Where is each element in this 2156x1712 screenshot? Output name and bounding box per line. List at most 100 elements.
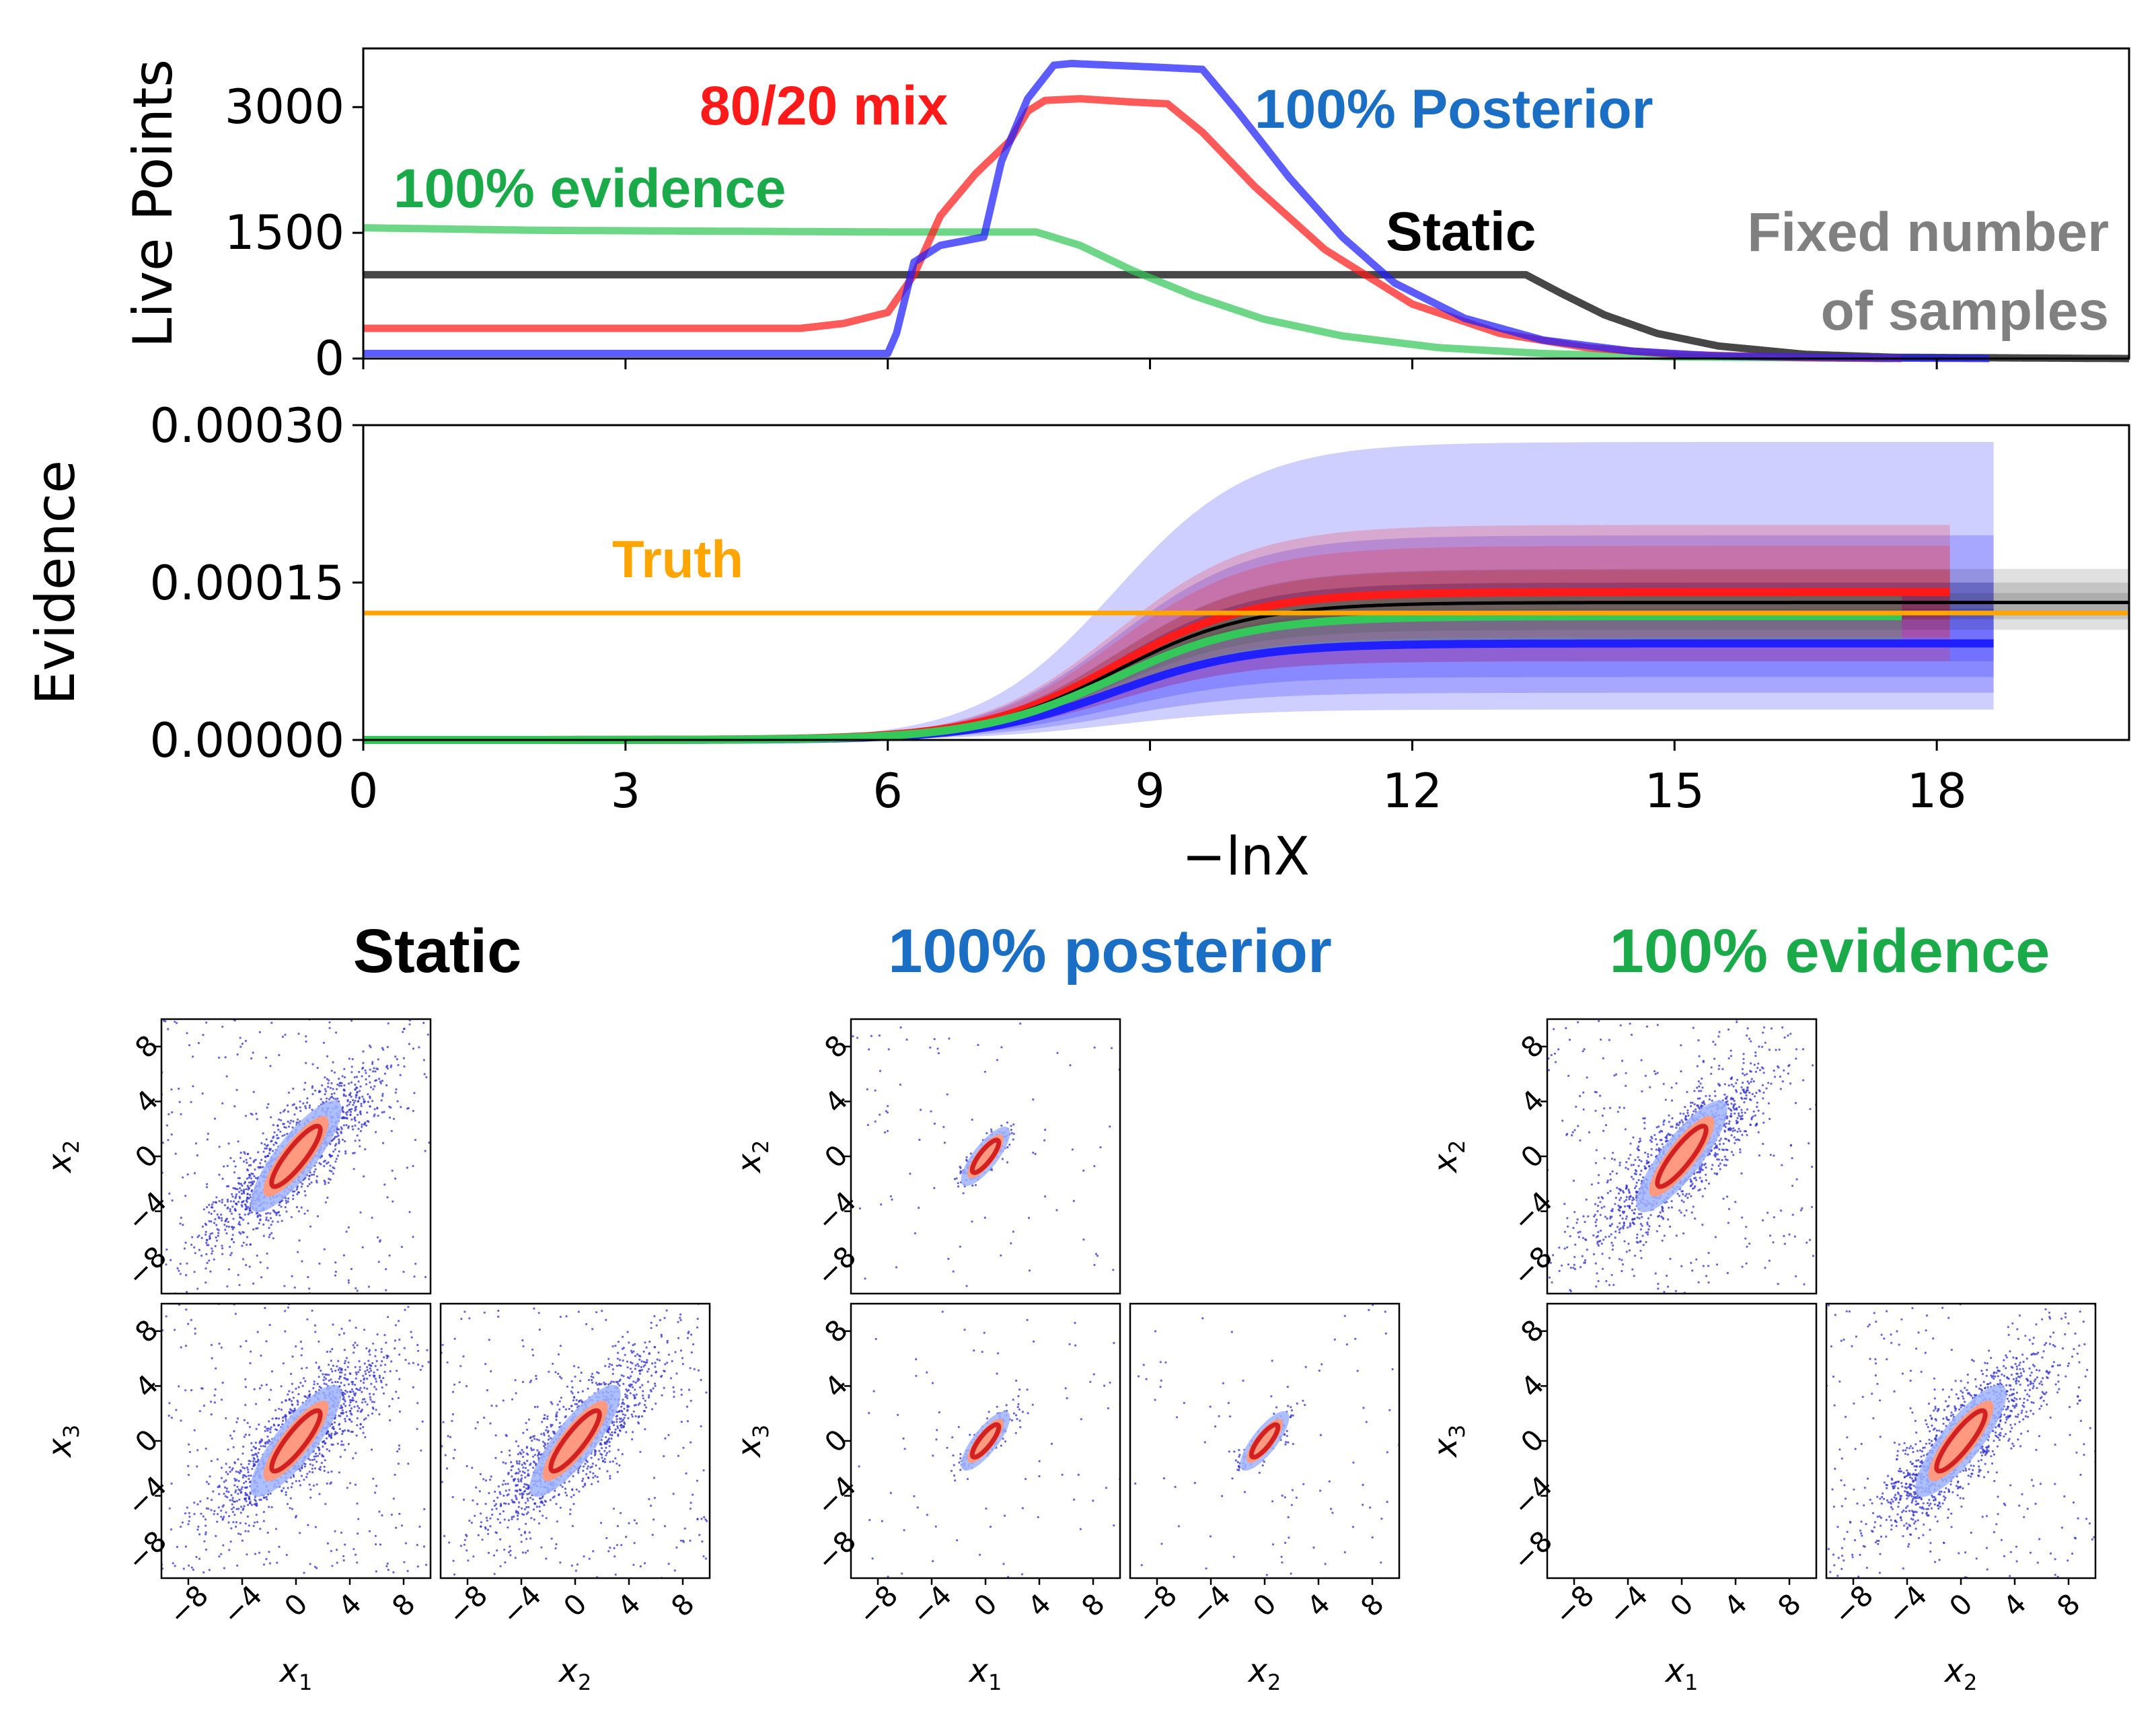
sample-point [350,1413,353,1416]
sample-point [342,1559,345,1562]
sample-point [201,1225,204,1228]
sample-point [554,1547,557,1550]
sample-point [661,1394,663,1397]
sample-point [269,1217,272,1220]
sample-point [265,1212,268,1215]
sample-point [686,1337,689,1339]
sample-point [523,1514,525,1516]
sample-point [381,1386,383,1389]
sample-point [342,1396,345,1399]
sample-point [346,1099,349,1101]
sample-point [997,1352,1000,1355]
sample-point [398,1378,401,1380]
sample-point [328,1177,330,1180]
sample-point [507,1503,510,1505]
sample-point [205,1253,208,1256]
sample-point [677,1337,680,1339]
sample-point [517,1512,520,1515]
sample-point [248,1181,251,1184]
sample-point [211,1499,213,1501]
sample-point [214,1218,217,1220]
sample-point [371,1061,374,1064]
sample-point [330,1434,332,1437]
sample-point [559,1506,562,1509]
sample-point [342,1430,344,1433]
sample-point [187,1523,190,1526]
sample-point [490,1370,492,1373]
sample-point [353,1076,356,1078]
sample-point [227,1448,229,1451]
sample-point [383,1072,387,1075]
sample-point [650,1374,653,1377]
sample-point [190,1318,192,1321]
sample-point [313,1324,317,1327]
sample-point [348,1399,352,1401]
sample-point [371,1362,374,1365]
sample-point [359,1386,362,1389]
sample-point [505,1483,507,1485]
sample-point [618,1464,621,1466]
sample-point [377,1115,379,1117]
sample-point [328,1374,330,1376]
sample-point [324,1442,326,1445]
sample-point [257,1151,260,1154]
sample-point [308,1483,311,1486]
sample-point [221,1177,224,1180]
sample-point [212,1490,215,1493]
sample-point [568,1480,570,1483]
sample-point [184,1345,188,1347]
sample-point [233,1209,237,1212]
sample-point [327,1471,330,1474]
sample-point [289,1497,292,1499]
density-contour-inner [269,1123,323,1189]
sample-point [297,1251,299,1253]
sample-point [537,1454,540,1457]
sample-point [698,1369,700,1372]
sample-point [350,1420,353,1423]
sample-point [282,1362,285,1365]
sample-point [612,1508,616,1510]
sample-point [288,1125,291,1128]
sample-point [293,1407,296,1410]
sample-point [490,1405,493,1407]
sample-point [516,1490,519,1493]
sample-point [255,1427,258,1430]
sample-point [274,1212,276,1214]
sample-point [249,1243,252,1246]
sample-point [374,1534,377,1537]
sample-point [616,1544,619,1547]
y-tick-label: 4 [128,1368,165,1405]
sample-point [612,1380,616,1383]
sample-point [538,1329,541,1331]
sample-point [542,1432,546,1435]
sample-point [320,1386,322,1389]
sample-point [544,1414,546,1417]
sample-point [311,1109,313,1111]
sample-point [971,1118,973,1121]
sample-point [412,1236,414,1238]
sample-point [268,1562,271,1565]
sample-point [304,1462,307,1466]
sample-point [326,1196,329,1199]
sample-point [316,1066,319,1070]
sample-point [375,1380,378,1383]
sample-point [293,1103,295,1106]
sample-point [285,1199,287,1202]
sample-point [255,1212,258,1215]
sample-point [224,1486,227,1489]
sample-point [352,1104,355,1107]
sample-point [516,1518,519,1520]
sample-point [291,1355,294,1358]
sample-point [372,1342,375,1345]
sample-point [492,1554,496,1557]
sample-point [270,1116,272,1119]
sample-point [642,1390,644,1392]
sample-point [702,1555,705,1558]
sample-point [1093,1263,1096,1267]
sample-point [536,1449,539,1452]
sample-point [235,1421,238,1423]
sample-point [333,1071,336,1074]
density-contour-mid [542,1401,608,1481]
sample-point [513,1479,515,1482]
sample-point [909,1173,912,1175]
